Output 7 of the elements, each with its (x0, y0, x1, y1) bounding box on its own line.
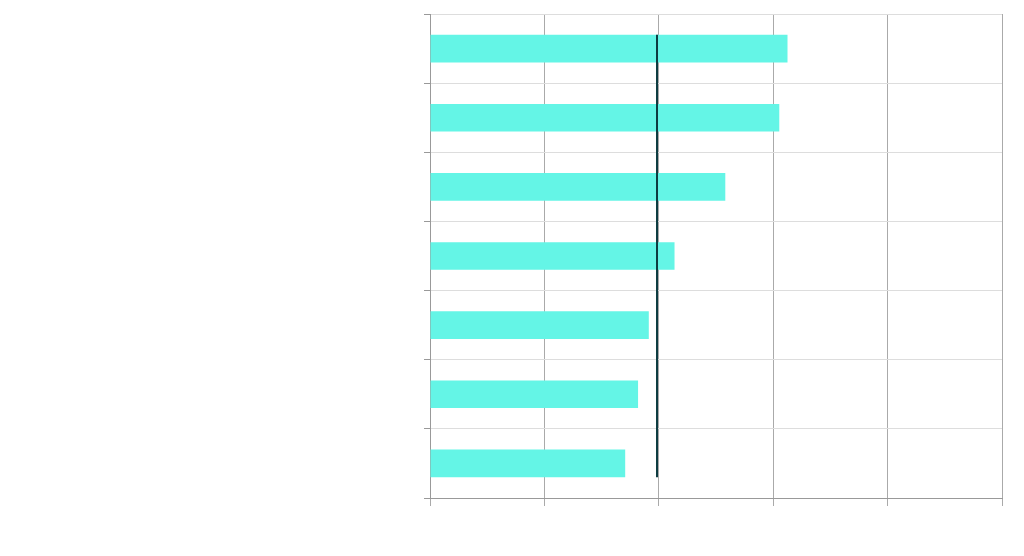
bar (430, 173, 726, 201)
bar (430, 380, 639, 409)
bar (430, 103, 780, 132)
bar (430, 449, 626, 478)
bar (430, 34, 788, 63)
bar (430, 311, 649, 339)
bar (430, 242, 675, 270)
